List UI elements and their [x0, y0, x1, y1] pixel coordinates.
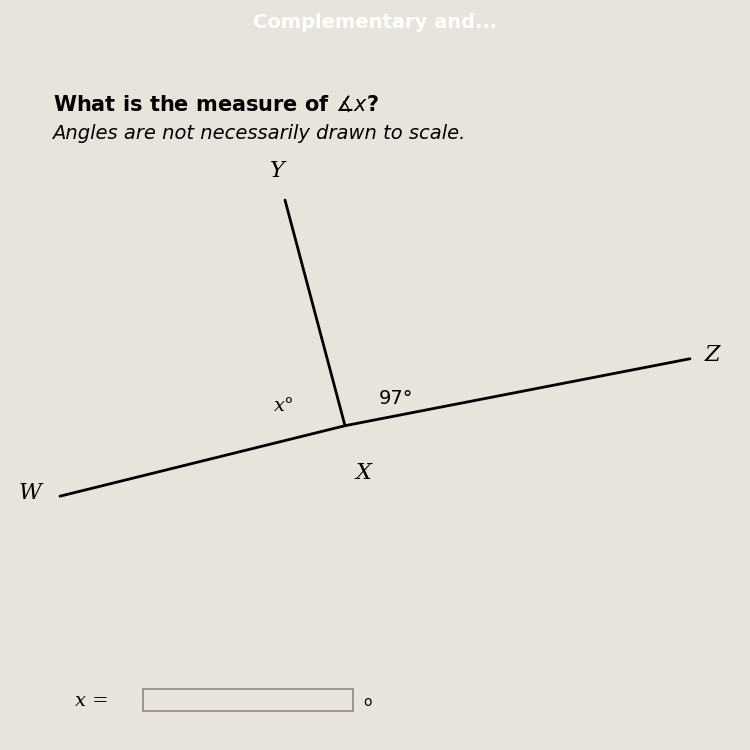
Text: Y: Y	[270, 160, 285, 182]
Text: What is the measure of $\measuredangle x$?: What is the measure of $\measuredangle x…	[53, 94, 378, 115]
Text: X: X	[356, 462, 372, 484]
Text: x =: x =	[75, 692, 109, 709]
Text: W: W	[18, 482, 41, 504]
Text: x°: x°	[274, 397, 295, 415]
Text: Complementary and...: Complementary and...	[253, 13, 497, 32]
Text: Z: Z	[705, 344, 721, 366]
Text: o: o	[364, 695, 372, 709]
Text: Angles are not necessarily drawn to scale.: Angles are not necessarily drawn to scal…	[53, 124, 466, 142]
Text: 97°: 97°	[379, 389, 413, 409]
FancyBboxPatch shape	[142, 688, 352, 711]
